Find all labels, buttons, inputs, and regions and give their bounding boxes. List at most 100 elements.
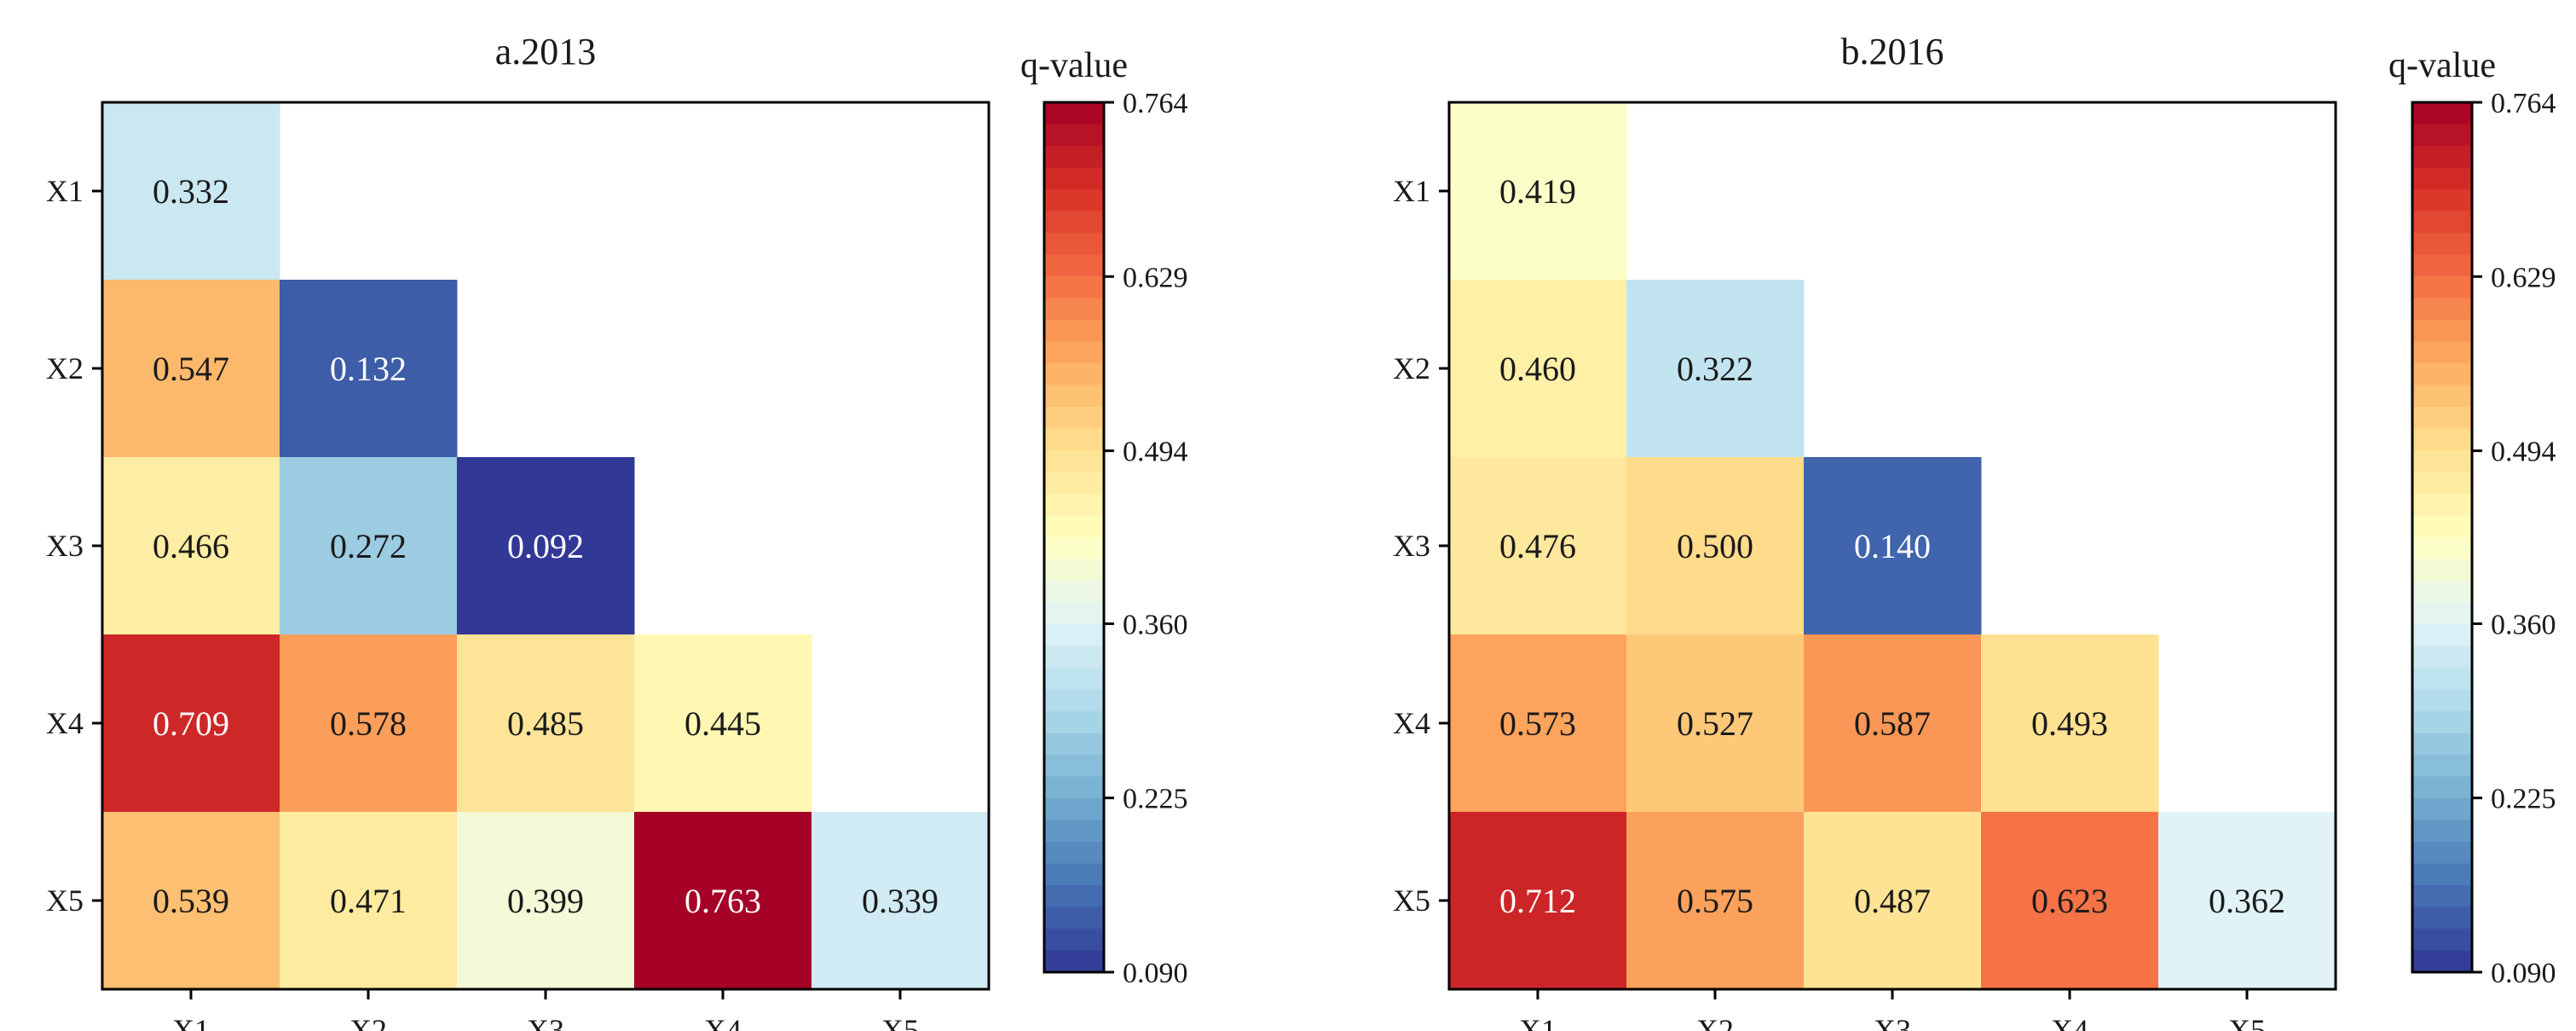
colorbar-segment [1044,624,1104,647]
colorbar-segment [2412,950,2472,973]
cell-value-label: 0.466 [153,527,229,565]
heatmap-cell-x1-x1 [1449,102,1627,281]
cell-value-label: 0.573 [1499,704,1576,743]
colorbar-segment [2412,320,2472,343]
colorbar-segment [1044,842,1104,865]
x-tick-label: X5 [2228,1013,2266,1031]
x-tick-label: X4 [704,1013,742,1031]
colorbar-segment [2412,211,2472,234]
colorbar-segment [1044,450,1104,473]
colorbar-segment [1044,885,1104,908]
cell-value-label: 0.578 [330,704,407,743]
y-tick-label: X4 [46,706,84,740]
colorbar-segment [1044,515,1104,538]
cell-value-label: 0.539 [153,882,229,920]
y-tick-label: X4 [1393,706,1430,740]
colorbar-segment [2412,450,2472,473]
panel-title: b.2016 [1841,31,1944,72]
cell-value-label: 0.500 [1677,527,1753,565]
heatmap-cell-x4-x1 [1449,634,1627,813]
colorbar-segment [2412,581,2472,604]
heatmap-cell-x4-x2 [280,634,458,813]
heatmap-cell-x5-x3 [1804,812,1982,990]
colorbar-segment [1044,906,1104,930]
y-tick-label: X2 [1393,351,1430,385]
heatmap-cell-x3-x3 [1804,457,1982,635]
colorbar-segment [1044,950,1104,973]
cell-value-label: 0.709 [153,704,229,743]
cell-value-label: 0.476 [1499,527,1576,565]
heatmap-cell-x1-x1 [102,102,280,281]
colorbar-segment [1044,428,1104,451]
colorbar-segment [2412,906,2472,930]
cell-value-label: 0.493 [2031,704,2108,743]
cell-value-label: 0.575 [1677,882,1753,920]
colorbar-segment [2412,254,2472,277]
colorbar-segment [2412,689,2472,712]
heatmap-panel-a: a.2013 0.332 0.547 0.132 0.466 0.272 0.092 0.70… [46,31,1188,1031]
colorbar-segment [1044,863,1104,886]
colorbar-segment [1044,124,1104,147]
cell-value-label: 0.322 [1677,350,1753,388]
heatmap-cell-x3-x1 [102,457,280,635]
heatmap-cell-x3-x2 [1626,457,1805,635]
heatmap-cell-x3-x1 [1449,457,1627,635]
y-tick-label: X3 [1393,529,1430,563]
colorbar-segment [1044,276,1104,299]
colorbar-segment [1044,798,1104,821]
colorbar-segment [2412,341,2472,364]
colorbar-segment [1044,189,1104,212]
colorbar-tick-label: 0.494 [1123,437,1188,468]
heatmap-cell-x5-x3 [457,812,635,990]
colorbar-segment [1044,233,1104,256]
colorbar-segment [2412,233,2472,256]
y-tick-label: X2 [46,351,84,385]
heatmap-cell-x5-x1 [102,812,280,990]
cell-value-label: 0.460 [1499,350,1576,388]
cell-value-label: 0.332 [153,172,229,211]
colorbar-segment [2412,820,2472,843]
colorbar-segment [2412,624,2472,647]
heatmap-cell-x4-x3 [1804,634,1982,813]
colorbar-segment [2412,298,2472,321]
y-tick-label: X1 [1393,174,1430,208]
cell-value-label: 0.399 [507,882,584,920]
heatmap-cell-x4-x4 [1981,634,2159,813]
colorbar-label: q-value [2388,46,2496,85]
colorbar-segment [1044,363,1104,386]
heatmap-cell-x3-x2 [280,457,458,635]
colorbar-segment [1044,668,1104,691]
colorbar-segment [2412,146,2472,169]
cell-value-label: 0.362 [2209,882,2285,920]
colorbar-segment [2412,885,2472,908]
colorbar-segment [1044,537,1104,560]
cell-value-label: 0.527 [1677,704,1753,743]
colorbar-segment [2412,276,2472,299]
colorbar-segment [1044,385,1104,408]
y-tick-label: X3 [46,529,84,563]
colorbar-segment [1044,689,1104,712]
colorbar-tick-label: 0.629 [2491,262,2556,293]
colorbar-segment [2412,842,2472,865]
heatmap-cell-x5-x2 [280,812,458,990]
cell-value-label: 0.712 [1499,882,1576,920]
heatmap-cell-x5-x4 [634,812,812,990]
colorbar-segment [1044,820,1104,843]
cell-value-label: 0.339 [862,882,939,920]
heatmap-cell-x5-x1 [1449,812,1627,990]
cell-value-label: 0.445 [684,704,761,743]
colorbar-tick-label: 0.360 [2491,609,2556,640]
y-tick-label: X1 [46,174,84,208]
cell-value-label: 0.485 [507,704,584,743]
colorbar-segment [2412,515,2472,538]
colorbar-frame [1043,101,1106,974]
heatmap-cell-x4-x1 [102,634,280,813]
y-tick-label: X5 [46,883,84,918]
colorbar-segment [2412,407,2472,430]
heatmap-cell-x5-x5 [2158,812,2336,990]
heatmap-cell-x4-x3 [457,634,635,813]
heatmap-cell-x5-x4 [1981,812,2159,990]
colorbar-tick-label: 0.629 [1123,262,1188,293]
